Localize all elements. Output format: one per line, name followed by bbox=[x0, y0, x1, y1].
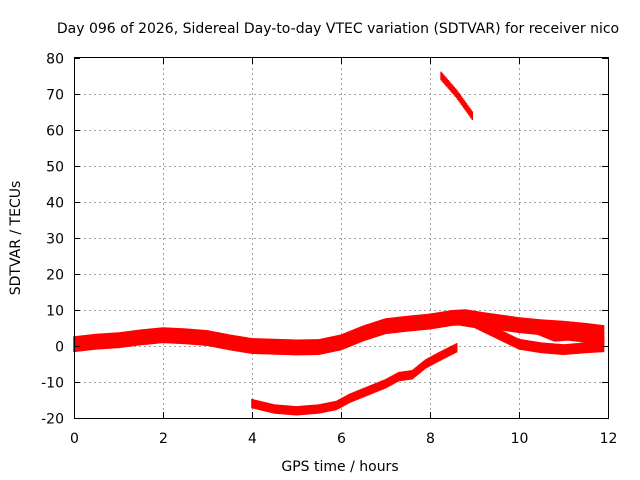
y-tick-label: -20 bbox=[41, 412, 64, 428]
series-layer bbox=[73, 71, 605, 416]
x-tick-label: 2 bbox=[159, 431, 168, 447]
x-axis-label: GPS time / hours bbox=[281, 459, 398, 475]
y-tick-label: 60 bbox=[46, 124, 64, 140]
y-tick-label: 20 bbox=[46, 268, 64, 284]
y-tick-label: 0 bbox=[55, 340, 64, 356]
series-track-connector bbox=[527, 321, 605, 346]
x-tick-label: 12 bbox=[600, 431, 618, 447]
y-tick-label: -10 bbox=[41, 376, 64, 392]
series-track-upper bbox=[440, 71, 474, 120]
y-tick-label: 10 bbox=[46, 304, 64, 320]
series-track-lower bbox=[251, 343, 458, 416]
tick-layer: 0 2 4 6 8 10 12 -20 -10 0 10 20 30 40 50 60 70 80 bbox=[41, 52, 617, 448]
y-tick-label: 80 bbox=[46, 52, 64, 68]
y-tick-label: 70 bbox=[46, 88, 64, 104]
x-tick-label: 6 bbox=[337, 431, 346, 447]
y-tick-label: 30 bbox=[46, 232, 64, 248]
y-tick-label: 50 bbox=[46, 160, 64, 176]
x-tick-label: 4 bbox=[248, 431, 257, 447]
y-tick-label: 40 bbox=[46, 196, 64, 212]
x-tick-label: 0 bbox=[70, 431, 79, 447]
x-tick-label: 10 bbox=[511, 431, 529, 447]
y-axis-label: SDTVAR / TECUs bbox=[8, 181, 24, 296]
grid-layer bbox=[74, 58, 608, 418]
x-tick-label: 8 bbox=[426, 431, 435, 447]
chart-title: Day 096 of 2026, Sidereal Day-to-day VTE… bbox=[57, 21, 619, 37]
